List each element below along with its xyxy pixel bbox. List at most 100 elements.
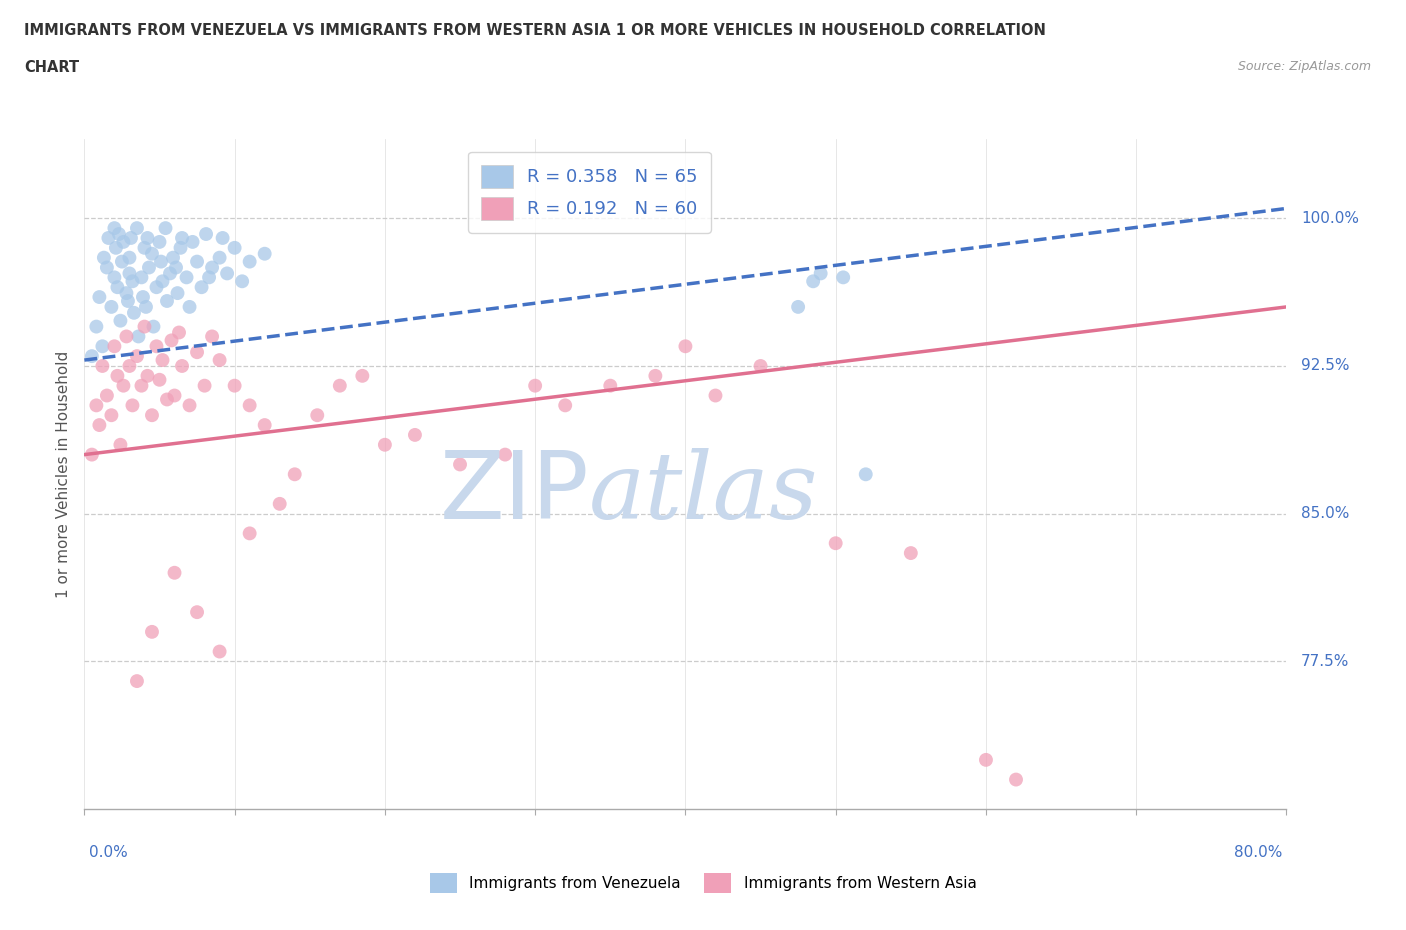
Point [599,379,621,393]
Text: IMMIGRANTS FROM VENEZUELA VS IMMIGRANTS FROM WESTERN ASIA 1 OR MORE VEHICLES IN : IMMIGRANTS FROM VENEZUELA VS IMMIGRANTS … [24,23,1046,38]
Text: 92.5%: 92.5% [1301,358,1350,374]
Point [749,359,772,374]
Point [198,270,221,285]
Point [181,234,204,249]
Point [141,407,163,422]
Point [176,270,198,285]
Point [253,418,276,432]
Point [93,250,115,265]
Point [135,299,157,314]
Point [134,319,156,334]
Point [201,260,224,275]
Point [115,329,138,344]
Point [810,266,832,281]
Point [131,379,153,393]
Point [103,339,125,353]
Point [644,368,666,383]
Point [224,379,246,393]
Point [704,388,727,403]
Legend: Immigrants from Venezuela, Immigrants from Western Asia: Immigrants from Venezuela, Immigrants fr… [423,868,983,899]
Point [141,246,163,261]
Text: Source: ZipAtlas.com: Source: ZipAtlas.com [1237,60,1371,73]
Point [208,250,231,265]
Point [112,234,135,249]
Text: CHART: CHART [24,60,79,75]
Point [239,254,262,269]
Point [96,388,118,403]
Point [186,604,208,619]
Point [163,565,186,580]
Point [404,428,426,443]
Point [122,305,145,320]
Point [86,319,108,334]
Point [155,220,177,235]
Point [352,368,374,383]
Point [125,349,148,364]
Point [211,231,233,246]
Point [141,624,163,639]
Point [121,398,143,413]
Point [208,644,231,659]
Point [170,231,193,246]
Point [91,339,114,353]
Point [136,231,159,246]
Point [89,289,111,304]
Point [186,345,208,360]
Point [156,294,179,309]
Point [494,447,516,462]
Point [117,294,139,309]
Point [142,319,165,334]
Point [855,467,877,482]
Text: atlas: atlas [589,448,818,538]
Point [127,329,149,344]
Point [132,289,155,304]
Point [900,546,922,561]
Point [195,227,218,242]
Point [179,398,201,413]
Point [89,418,111,432]
Point [110,313,132,328]
Point [832,270,855,285]
Point [253,246,276,261]
Point [1005,772,1028,787]
Point [974,752,997,767]
Point [107,280,129,295]
Point [217,266,239,281]
Point [186,254,208,269]
Point [118,359,141,374]
Point [159,266,181,281]
Point [787,299,810,314]
Text: 85.0%: 85.0% [1301,506,1350,521]
Point [167,326,190,340]
Point [100,407,122,422]
Text: ZIP: ZIP [440,447,589,538]
Point [239,526,262,541]
Text: 80.0%: 80.0% [1234,845,1282,860]
Point [145,339,167,353]
Point [148,234,170,249]
Point [145,280,167,295]
Point [156,392,179,407]
Point [136,368,159,383]
Point [97,231,120,246]
Point [115,286,138,300]
Point [170,359,193,374]
Point [194,379,217,393]
Point [112,379,135,393]
Point [165,260,187,275]
Point [131,270,153,285]
Point [190,280,212,295]
Point [162,250,184,265]
Point [110,437,132,452]
Point [121,273,143,288]
Point [150,254,173,269]
Point [269,497,291,512]
Point [80,447,103,462]
Point [675,339,697,353]
Point [103,220,125,235]
Point [91,359,114,374]
Point [86,398,108,413]
Point [134,240,156,255]
Point [103,270,125,285]
Point [231,273,253,288]
